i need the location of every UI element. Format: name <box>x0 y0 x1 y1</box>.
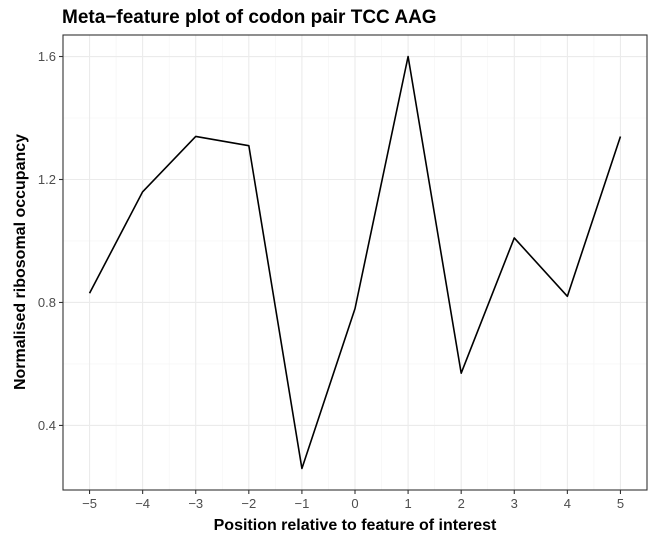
x-tick-label: −4 <box>135 496 150 511</box>
x-tick-label: 0 <box>351 496 358 511</box>
chart-title: Meta−feature plot of codon pair TCC AAG <box>62 7 437 28</box>
x-tick-label: 1 <box>404 496 411 511</box>
y-tick-label: 0.4 <box>38 418 56 433</box>
x-tick-label: 2 <box>458 496 465 511</box>
x-tick-label: 4 <box>564 496 571 511</box>
x-tick-label: −2 <box>241 496 256 511</box>
grid <box>63 35 647 490</box>
series-line <box>88 55 622 470</box>
y-tick-label: 1.2 <box>38 172 56 187</box>
series-layer <box>88 55 622 470</box>
x-tick-label: 5 <box>617 496 624 511</box>
x-tick-label: −1 <box>294 496 309 511</box>
y-tick-label: 1.6 <box>38 49 56 64</box>
x-tick-label: 3 <box>511 496 518 511</box>
x-axis-title: Position relative to feature of interest <box>214 517 497 534</box>
y-axis-title: Normalised ribosomal occupancy <box>12 134 29 390</box>
x-tick-label: −3 <box>188 496 203 511</box>
x-tick-label: −5 <box>82 496 97 511</box>
ticks: −5 −4 −3 −2 −1 0 1 2 3 4 5 0.4 0.8 1.2 1.6 <box>38 49 624 511</box>
y-tick-label: 0.8 <box>38 295 56 310</box>
